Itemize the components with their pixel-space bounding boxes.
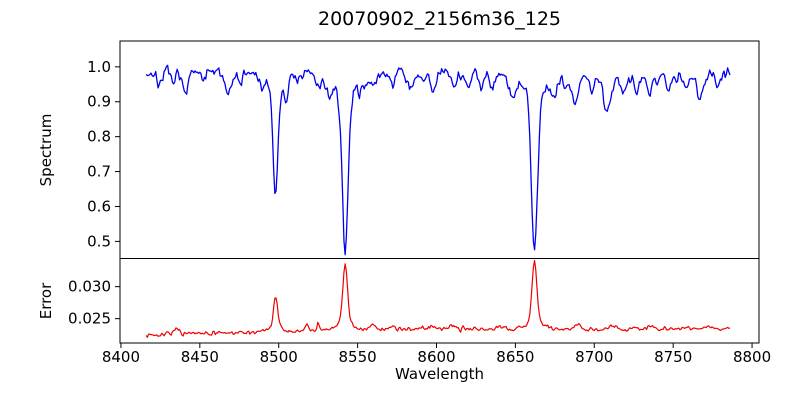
y-tick-label: 0.025 — [68, 310, 111, 328]
y-tick-label: 0.7 — [87, 163, 111, 181]
error-y-axis-label: Error — [37, 282, 55, 320]
x-tick-label: 8550 — [339, 348, 377, 366]
x-tick-label: 8400 — [102, 348, 140, 366]
x-tick-label: 8500 — [260, 348, 298, 366]
x-axis-label: Wavelength — [395, 365, 484, 383]
error-axes-frame — [119, 258, 760, 344]
y-tick-label: 0.9 — [87, 93, 111, 111]
x-tick-label: 8800 — [733, 348, 771, 366]
x-tick-label: 8750 — [654, 348, 692, 366]
y-tick-label: 0.6 — [87, 197, 111, 215]
y-tick-label: 0.5 — [87, 232, 111, 250]
chart-title: 20070902_2156m36_125 — [317, 8, 561, 30]
x-tick-label: 8600 — [417, 348, 455, 366]
y-tick-label: 1.0 — [87, 58, 111, 76]
error-line — [145, 260, 731, 338]
spectrum-line — [145, 64, 731, 256]
y-tick-label: 0.8 — [87, 128, 111, 146]
x-tick-label: 8450 — [181, 348, 219, 366]
spectrum-y-axis-label: Spectrum — [37, 113, 55, 187]
y-tick-label: 0.030 — [68, 278, 111, 296]
x-tick-label: 8650 — [496, 348, 534, 366]
x-tick-label: 8700 — [575, 348, 613, 366]
